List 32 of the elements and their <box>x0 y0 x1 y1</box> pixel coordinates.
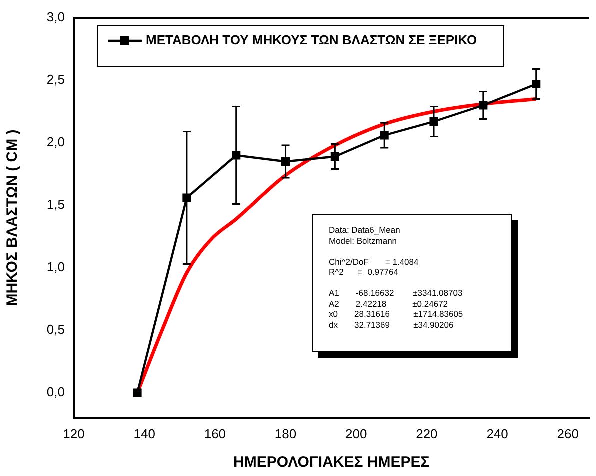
annotation: A2 2.42218 ±0.24672 <box>329 298 450 309</box>
y-axis-title: ΜΗΚΟΣ ΒΛΑΣΤΩΝ ( CM ) <box>4 130 22 306</box>
x-tick-label: 160 <box>204 426 226 442</box>
x-tick-label: 200 <box>346 426 368 442</box>
x-tick-label: 180 <box>274 426 297 442</box>
annotation: Model: Boltzmann <box>329 236 398 246</box>
annotation: x0 28.31616 ±1714.83605 <box>329 309 464 320</box>
x-tick-label: 260 <box>557 426 579 442</box>
point <box>133 388 142 398</box>
annotation: dx 32.71369 ±34.90206 <box>329 320 455 330</box>
x-tick-label: 240 <box>486 426 508 442</box>
point <box>182 194 192 202</box>
point <box>380 131 389 140</box>
y-tick-label: 1,0 <box>46 260 65 275</box>
point <box>479 101 488 110</box>
point <box>430 117 438 126</box>
y-tick-label: 2,0 <box>46 134 65 150</box>
y-tick-label: 2,5 <box>46 72 65 88</box>
y-tick-label: 1,5 <box>46 197 65 212</box>
x-tick-label: 220 <box>416 426 438 442</box>
y-tick-label: 0,0 <box>46 384 65 400</box>
annotation: Data: Data6_Mean <box>329 225 402 236</box>
point <box>232 151 241 160</box>
x-tick-label: 120 <box>63 426 85 442</box>
x-axis-title: ΗΜΕΡΟΛΟΓΙΑΚΕΣ ΗΜΕΡΕΣ <box>234 454 430 472</box>
annotation: R^2 = 0.97764 <box>329 267 400 278</box>
annotation: Chi^2/DoF = 1.4084 <box>329 256 420 267</box>
y-tick-label: 0,5 <box>46 322 65 338</box>
y-tick-label: 3,0 <box>46 10 65 25</box>
x-tick-label: 140 <box>134 426 156 442</box>
annotation: A1 -68.16632 ±3341.08703 <box>329 288 464 298</box>
legend-label: ΜΕΤΑΒΟΛΗ ΤΟΥ ΜΗΚΟΥΣ ΤΩΝ ΒΛΑΣΤΩΝ ΣΕ ΞΕΡΙΚΟ <box>146 32 478 48</box>
